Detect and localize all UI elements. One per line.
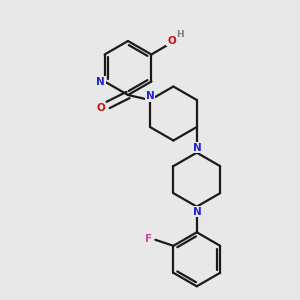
Text: O: O <box>97 103 105 113</box>
Text: F: F <box>145 234 152 244</box>
Text: N: N <box>96 76 105 86</box>
Text: N: N <box>194 207 202 217</box>
Text: O: O <box>167 35 176 46</box>
Text: N: N <box>146 91 154 101</box>
Text: N: N <box>194 143 202 153</box>
Text: H: H <box>177 30 184 39</box>
